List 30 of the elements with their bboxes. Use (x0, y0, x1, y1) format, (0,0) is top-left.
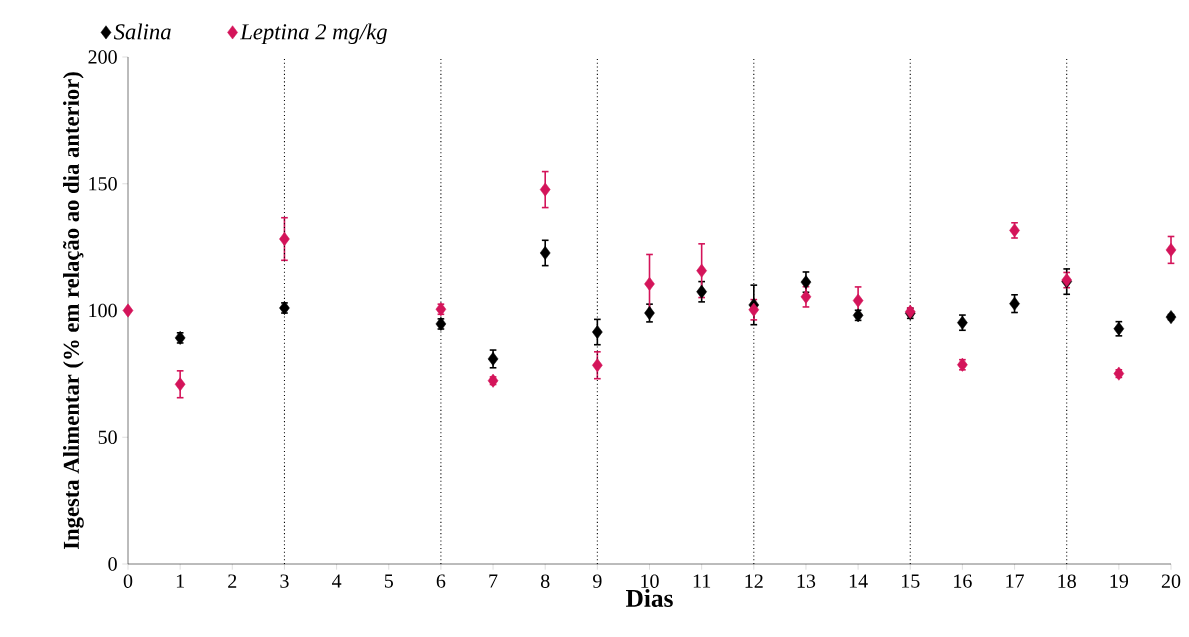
x-tick-label: 18 (1058, 574, 1076, 588)
y-tick-label: 150 (89, 177, 117, 191)
x-tick-label: 6 (436, 574, 446, 588)
x-tick-label: 3 (280, 574, 289, 588)
x-tick-label: 11 (693, 574, 711, 588)
x-tick-label: 19 (1110, 574, 1129, 588)
legend-label: Salina (113, 23, 171, 40)
y-axis-title: Ingesta Alimentar (% em relação ao dia anterior) (62, 72, 84, 550)
y-tick-label: 200 (88, 50, 117, 64)
x-tick-label: 0 (123, 574, 133, 588)
x-tick-label: 15 (902, 574, 920, 588)
x-tick-label: 4 (332, 574, 342, 588)
y-tick-label: 0 (108, 557, 117, 571)
x-tick-label: 16 (954, 574, 972, 588)
x-tick-label: 10 (641, 574, 659, 588)
x-axis-title: Dias (626, 589, 673, 607)
x-tick-label: 14 (849, 574, 868, 588)
legend-label: Leptina 2 mg/kg (239, 23, 387, 45)
x-tick-label: 7 (489, 574, 498, 588)
x-tick-label: 5 (384, 574, 393, 588)
x-tick-label: 1 (176, 574, 184, 588)
x-tick-label: 9 (593, 574, 602, 588)
x-tick-label: 13 (797, 574, 816, 588)
y-tick-label: 50 (98, 430, 117, 444)
x-tick-label: 8 (540, 574, 550, 588)
x-tick-label: 20 (1161, 574, 1181, 588)
y-tick-label: 100 (89, 303, 117, 318)
x-tick-label: 17 (1006, 574, 1024, 588)
x-tick-label: 12 (745, 574, 763, 588)
x-tick-label: 2 (228, 574, 237, 588)
